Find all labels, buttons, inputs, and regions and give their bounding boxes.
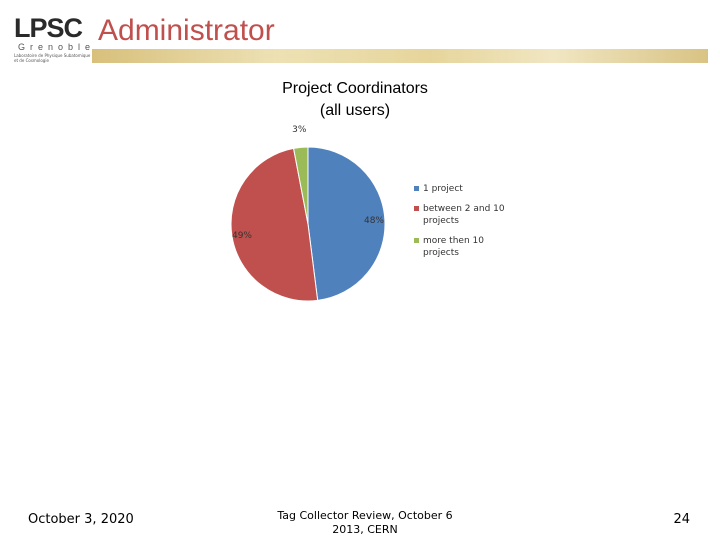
pie-slice-0 [307, 146, 386, 301]
footer-event: Tag Collector Review, October 6 2013, CE… [277, 509, 453, 536]
page-title: Administrator [98, 14, 275, 47]
legend-item-1-project: 1 project [414, 183, 514, 195]
page-number: 24 [673, 512, 690, 527]
header-banner [92, 49, 708, 63]
logo-subtitle: Grenoble [18, 42, 96, 52]
chart-title-line-1: Project Coordinators [282, 80, 428, 97]
chart-title-line-2: (all users) [319, 102, 391, 119]
pie-label-0: 48% [364, 216, 384, 226]
chart-title: Project Coordinators (all users) [255, 78, 455, 122]
pie-slice-2 [292, 146, 309, 225]
legend-swatch [414, 238, 419, 243]
logo-text: LPSC [14, 13, 83, 43]
pie-label-2: 3% [292, 125, 307, 135]
legend-swatch [414, 186, 419, 191]
pie-label-1: 49% [232, 231, 252, 241]
legend-item-2-to-10-projects: between 2 and 10 projects [414, 203, 514, 227]
legend-label: between 2 and 10 projects [423, 204, 505, 226]
legend-item-more-than-10-projects: more then 10 projects [414, 235, 514, 259]
logo-tagline: Laboratoire de Physique Subatomique et d… [14, 53, 91, 63]
pie-slices [230, 146, 386, 302]
pie-labels: 48% 49% 3% [232, 125, 384, 241]
legend-label: more then 10 projects [423, 236, 484, 258]
footer-date: October 3, 2020 [28, 512, 134, 527]
legend-label: 1 project [423, 184, 463, 194]
legend-swatch [414, 206, 419, 211]
lpsc-logo: LPSC Grenoble Laboratoire de Physique Su… [10, 14, 92, 64]
chart-legend: 1 project between 2 and 10 projects more… [414, 183, 514, 259]
pie-slice-1 [230, 147, 319, 302]
